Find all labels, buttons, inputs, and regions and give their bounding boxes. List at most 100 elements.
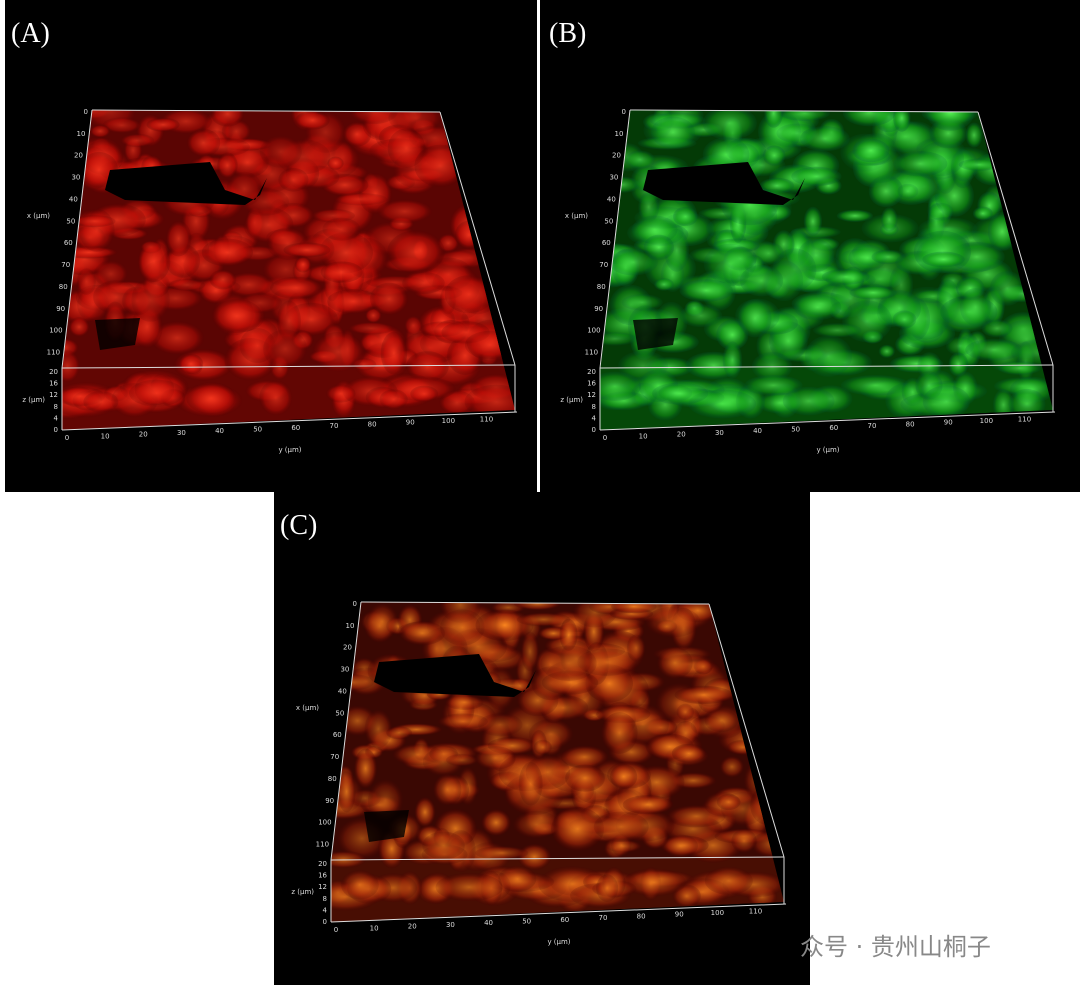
y-tick-label: 30 (446, 921, 455, 929)
y-tick-label: 10 (101, 432, 110, 440)
cell (654, 278, 674, 291)
cell (989, 270, 1025, 306)
y-tick-label: 90 (944, 419, 953, 427)
y-tick-label: 90 (675, 911, 684, 919)
z-tick-label: 0 (323, 918, 327, 926)
void (643, 162, 805, 205)
cell (704, 709, 738, 733)
cell (897, 183, 919, 199)
void (105, 162, 267, 205)
y-tick-label: 100 (980, 417, 993, 425)
box-edge (599, 411, 1056, 431)
cell (626, 634, 646, 662)
box-edge (599, 109, 631, 369)
cell (402, 271, 445, 295)
cell (821, 268, 870, 285)
cell (533, 739, 552, 755)
cell (102, 117, 142, 134)
panel-label: (B) (549, 18, 586, 49)
y-tick-label: 20 (677, 431, 686, 439)
x-tick-label: 110 (585, 349, 598, 357)
box-edge (708, 603, 785, 858)
cell (129, 379, 185, 407)
cell (83, 391, 119, 413)
cell (354, 748, 378, 789)
cell (186, 128, 221, 157)
x-tick-label: 0 (84, 108, 88, 116)
cell (679, 304, 723, 328)
cell (764, 110, 783, 128)
box-edge (61, 109, 93, 369)
cell (676, 703, 695, 721)
y-tick-label: 10 (639, 432, 648, 440)
x-tick-label: 90 (325, 797, 334, 805)
x-tick-label: 0 (622, 108, 626, 116)
cell (551, 806, 605, 851)
x-tick-label: 20 (612, 152, 621, 160)
y-tick-label: 0 (603, 434, 607, 442)
x-tick-label: 50 (335, 709, 344, 717)
y-tick-label: 0 (65, 434, 69, 442)
x-tick-label: 40 (607, 195, 616, 203)
cell (210, 110, 245, 127)
y-tick-label: 90 (406, 419, 415, 427)
z-tick-label: 4 (323, 906, 328, 914)
cell (738, 299, 772, 338)
x-tick-label: 0 (353, 600, 357, 608)
cell (209, 269, 237, 290)
cell (380, 331, 408, 375)
x-tick-label: 60 (64, 239, 73, 247)
box-edge (439, 111, 516, 366)
z-tick-label: 8 (54, 403, 58, 411)
z-axis-title: z (µm) (291, 888, 314, 896)
cell (186, 381, 236, 415)
x-tick-label: 50 (604, 217, 613, 225)
x-tick-label: 90 (56, 305, 65, 313)
y-tick-label: 80 (906, 420, 915, 428)
cell (878, 344, 895, 358)
z-tick-label: 16 (587, 380, 596, 388)
cell (959, 287, 992, 326)
z-tick-label: 12 (587, 391, 596, 399)
x-tick-label: 80 (597, 283, 606, 291)
void (633, 318, 678, 350)
z-tick-label: 16 (318, 872, 327, 880)
cell (146, 117, 180, 132)
y-tick-label: 110 (480, 415, 493, 423)
cell (791, 166, 842, 187)
box-edge (330, 601, 362, 861)
void (95, 318, 140, 350)
cell (803, 206, 823, 237)
z-tick-label: 12 (49, 391, 58, 399)
cell (312, 331, 365, 373)
cell (744, 375, 803, 396)
box-edge (61, 411, 518, 431)
cell (263, 329, 308, 369)
z-tick-label: 8 (592, 403, 596, 411)
box-edge (629, 109, 979, 113)
x-tick-label: 30 (71, 174, 80, 182)
box-edge (360, 601, 710, 605)
cell (217, 152, 238, 179)
y-axis-title: y (µm) (278, 446, 301, 454)
cell (498, 865, 537, 892)
panel-label: (C) (280, 510, 317, 541)
y-tick-label: 0 (334, 926, 338, 934)
cell (283, 242, 331, 258)
y-tick-label: 30 (177, 429, 186, 437)
y-tick-label: 30 (715, 429, 724, 437)
z-tick-label: 12 (318, 883, 327, 891)
cell (201, 238, 254, 267)
cell (404, 315, 423, 336)
specimen (600, 110, 1053, 430)
x-axis-title: x (µm) (27, 212, 50, 220)
cell (333, 192, 388, 206)
cell (387, 230, 445, 274)
y-tick-label: 20 (408, 923, 417, 931)
y-tick-label: 40 (215, 427, 224, 435)
cell (340, 870, 379, 900)
cell (259, 380, 293, 416)
cell (965, 338, 1023, 361)
panel-label: (A) (11, 18, 50, 49)
